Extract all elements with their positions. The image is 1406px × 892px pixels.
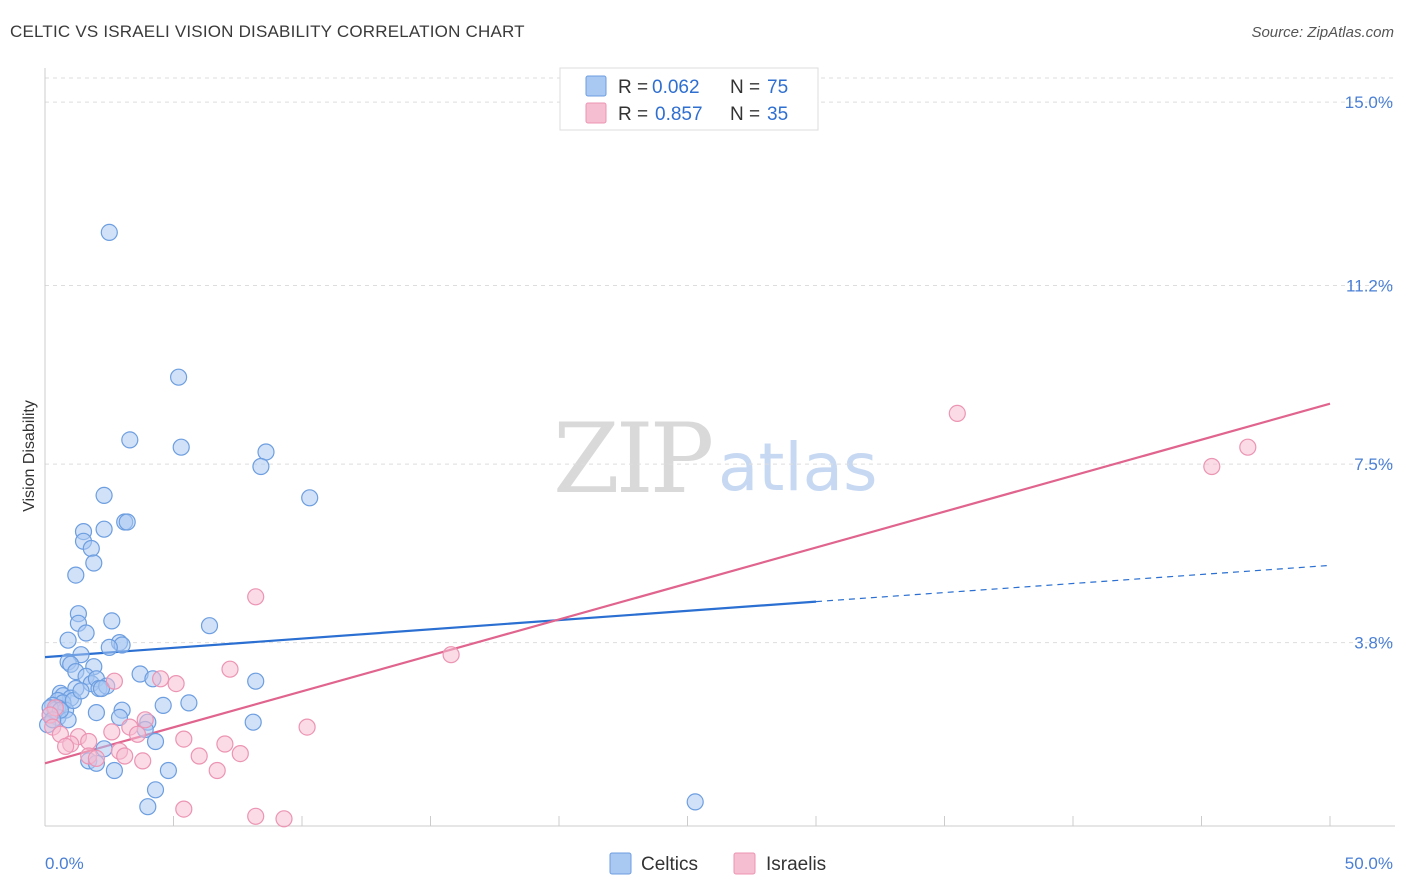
- celtics-point: [200, 617, 219, 635]
- celtics-trend-line: [44, 600, 817, 659]
- israelis-point: [216, 735, 234, 753]
- celtics-point: [146, 732, 165, 751]
- celtics-trend-extension: [815, 564, 1331, 603]
- y-tick-label: 7.5%: [1354, 455, 1393, 474]
- celtics-point: [244, 713, 262, 731]
- celtics-point: [100, 223, 118, 241]
- israelis-point: [442, 646, 460, 664]
- israelis-point: [247, 807, 265, 825]
- y-tick-label: 11.2%: [1346, 277, 1393, 296]
- x-tick-label-min: 0.0%: [45, 854, 84, 873]
- data-points: [38, 223, 1257, 828]
- x-tick-label-max: 50.0%: [1345, 854, 1393, 873]
- celtics-point: [121, 431, 139, 449]
- celtics-point: [67, 566, 85, 584]
- israelis-point: [247, 588, 265, 606]
- israelis-point: [175, 800, 193, 818]
- celtics-point: [247, 672, 265, 690]
- axes: [44, 68, 1395, 827]
- israelis-point: [948, 404, 966, 422]
- bottom-legend-swatch-israelis: [733, 852, 756, 875]
- israelis-point: [275, 810, 293, 828]
- celtics-point: [170, 368, 188, 386]
- tick-labels: 3.8% 7.5% 11.2% 15.0% 0.0% 50.0%: [45, 93, 1393, 873]
- celtics-point: [95, 486, 113, 504]
- celtics-point: [59, 631, 77, 649]
- israelis-point: [1239, 438, 1257, 456]
- israelis-trend-line: [44, 402, 1331, 765]
- israelis-point: [134, 752, 152, 770]
- celtics-point: [252, 457, 270, 476]
- bottom-legend-label-celtics: Celtics: [641, 854, 698, 875]
- celtics-point: [82, 539, 100, 558]
- y-tick-label: 15.0%: [1345, 93, 1393, 112]
- celtics-point: [154, 696, 172, 715]
- israelis-point: [128, 725, 147, 743]
- celtics-point: [180, 694, 198, 712]
- israelis-point: [152, 670, 170, 688]
- watermark-zip: ZIP: [553, 403, 712, 515]
- source-label: Source: ZipAtlas.com: [1251, 24, 1394, 41]
- legend-n-value-israelis: 35: [767, 104, 788, 125]
- trend-lines: [44, 402, 1331, 765]
- legend-swatch-celtics: [585, 75, 607, 97]
- bottom-legend-label-israelis: Israelis: [766, 854, 826, 875]
- celtics-point: [146, 781, 165, 799]
- legend-swatch-israelis: [585, 102, 607, 124]
- celtics-point: [118, 513, 136, 531]
- israelis-point: [105, 672, 124, 690]
- celtics-point: [77, 624, 95, 642]
- celtics-point: [686, 793, 704, 811]
- israelis-point: [167, 674, 185, 693]
- israelis-point: [175, 730, 193, 748]
- bottom-legend-swatch-celtics: [609, 852, 632, 875]
- israelis-point: [221, 660, 239, 678]
- israelis-point: [56, 737, 75, 756]
- legend-r-value-celtics: 0.062: [652, 77, 700, 98]
- israelis-point: [208, 761, 226, 780]
- celtics-point: [159, 761, 177, 780]
- legend-n-value-celtics: 75: [767, 77, 788, 98]
- celtics-point: [257, 443, 275, 461]
- gridlines: [45, 77, 1395, 644]
- legend: R = 0.062 N = 75 R = 0.857 N = 35: [559, 67, 819, 131]
- israelis-point: [116, 747, 134, 765]
- israelis-point: [298, 718, 316, 736]
- bottom-legend: Celtics Israelis: [609, 852, 826, 875]
- celtics-point: [72, 682, 90, 700]
- israelis-point: [80, 732, 98, 751]
- israelis-point: [190, 747, 208, 765]
- legend-r-label-israelis: R =: [618, 104, 648, 125]
- celtics-point: [85, 554, 103, 572]
- y-tick-label: 3.8%: [1354, 634, 1393, 653]
- israelis-point: [103, 723, 121, 741]
- legend-n-label-celtics: N =: [730, 77, 760, 98]
- celtics-point: [105, 761, 124, 780]
- israelis-point: [87, 749, 106, 768]
- celtics-point: [87, 703, 106, 722]
- israelis-point: [1203, 457, 1221, 476]
- israelis-point: [231, 744, 249, 763]
- celtics-point: [301, 489, 319, 507]
- chart-title: CELTIC VS ISRAELI VISION DISABILITY CORR…: [10, 22, 525, 41]
- celtics-point: [172, 438, 190, 456]
- legend-n-label-israelis: N =: [730, 104, 760, 125]
- y-axis-label: Vision Disability: [21, 400, 38, 512]
- celtics-point: [103, 612, 121, 630]
- legend-r-label-celtics: R =: [618, 77, 648, 98]
- celtics-point: [95, 520, 113, 538]
- legend-r-value-israelis: 0.857: [655, 104, 703, 125]
- celtics-point: [92, 679, 111, 698]
- israelis-point: [136, 711, 154, 729]
- celtics-point: [139, 798, 157, 816]
- celtics-point: [100, 638, 118, 657]
- watermark-atlas: atlas: [718, 429, 878, 506]
